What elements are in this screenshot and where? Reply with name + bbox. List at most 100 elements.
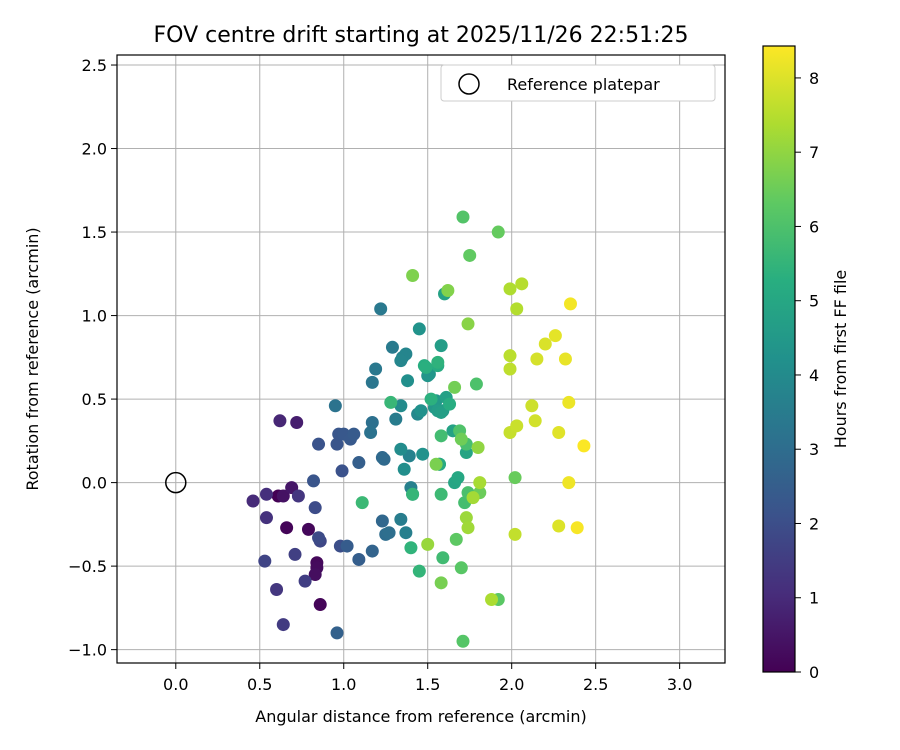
colorbar-tick-label: 7 bbox=[809, 143, 819, 162]
data-point bbox=[454, 561, 468, 575]
legend: Reference platepar bbox=[440, 64, 716, 102]
data-point bbox=[461, 521, 475, 535]
data-point bbox=[394, 442, 408, 456]
data-point bbox=[469, 377, 483, 391]
data-point bbox=[246, 494, 260, 508]
data-point bbox=[355, 496, 369, 510]
data-point bbox=[414, 404, 428, 418]
colorbar-tick-label: 5 bbox=[809, 292, 819, 311]
colorbar-tick-label: 2 bbox=[809, 514, 819, 533]
data-point bbox=[330, 626, 344, 640]
x-axis-label: Angular distance from reference (arcmin) bbox=[255, 707, 586, 726]
data-point bbox=[451, 471, 465, 485]
data-point bbox=[399, 526, 413, 540]
data-point bbox=[570, 521, 584, 535]
reference-point-marker bbox=[165, 471, 187, 494]
colorbar-tick-label: 0 bbox=[809, 663, 819, 682]
data-point bbox=[436, 551, 450, 565]
x-tick-label: 1.5 bbox=[415, 675, 440, 694]
data-point bbox=[347, 427, 361, 441]
data-point bbox=[365, 375, 379, 389]
data-point bbox=[270, 583, 284, 597]
data-point bbox=[485, 593, 499, 607]
data-point bbox=[459, 511, 473, 525]
data-point bbox=[385, 340, 399, 354]
data-point bbox=[412, 564, 426, 578]
data-point bbox=[491, 225, 505, 239]
data-point bbox=[397, 462, 411, 476]
data-point bbox=[412, 322, 426, 336]
data-point bbox=[538, 337, 552, 351]
data-point bbox=[471, 441, 485, 455]
data-point bbox=[434, 487, 448, 501]
data-point bbox=[401, 374, 415, 388]
data-point bbox=[290, 415, 304, 429]
data-point bbox=[416, 447, 430, 461]
data-point bbox=[434, 339, 448, 353]
data-point bbox=[394, 354, 408, 368]
data-point bbox=[448, 380, 462, 394]
data-point bbox=[394, 512, 408, 526]
y-axis-ticks: −1.0 −0.5 0.0 0.5 1.0 1.5 2.0 2.5 bbox=[68, 56, 117, 660]
data-point bbox=[434, 405, 448, 419]
data-point bbox=[515, 277, 529, 291]
data-point bbox=[389, 412, 403, 426]
data-point bbox=[525, 399, 539, 413]
x-tick-label: 0.0 bbox=[163, 675, 188, 694]
colorbar-label: Hours from first FF file bbox=[831, 270, 850, 449]
data-point bbox=[276, 489, 290, 503]
data-point bbox=[328, 399, 342, 413]
y-tick-label: 0.5 bbox=[82, 390, 107, 409]
data-point bbox=[473, 476, 487, 490]
data-point bbox=[406, 487, 420, 501]
data-point bbox=[308, 567, 322, 581]
data-point bbox=[466, 491, 480, 505]
data-point bbox=[562, 476, 576, 490]
data-point bbox=[384, 395, 398, 409]
colorbar-tick-label: 6 bbox=[809, 217, 819, 236]
colorbar-tick-label: 4 bbox=[809, 366, 819, 385]
data-point bbox=[510, 302, 524, 316]
data-point bbox=[404, 541, 418, 555]
y-tick-label: 1.0 bbox=[82, 307, 107, 326]
data-point bbox=[273, 414, 287, 428]
data-point bbox=[456, 210, 470, 224]
x-tick-label: 2.5 bbox=[583, 675, 608, 694]
data-point bbox=[375, 514, 389, 528]
y-tick-label: 2.5 bbox=[82, 56, 107, 75]
data-point bbox=[552, 519, 566, 533]
data-point bbox=[503, 362, 517, 376]
data-point bbox=[312, 531, 326, 545]
data-point bbox=[330, 437, 344, 451]
plot-frame bbox=[116, 54, 726, 664]
data-point bbox=[288, 547, 302, 561]
data-point bbox=[308, 501, 322, 515]
data-point bbox=[276, 618, 290, 632]
data-point bbox=[454, 432, 468, 446]
data-point bbox=[424, 392, 438, 406]
data-point bbox=[463, 248, 477, 262]
data-point bbox=[258, 554, 272, 568]
data-point bbox=[369, 362, 383, 376]
legend-label: Reference platepar bbox=[507, 75, 660, 94]
y-tick-label: 2.0 bbox=[82, 140, 107, 159]
data-point bbox=[443, 397, 457, 411]
data-point bbox=[365, 415, 379, 429]
data-point bbox=[508, 471, 522, 485]
data-point bbox=[364, 425, 378, 439]
data-point bbox=[312, 437, 326, 451]
data-point bbox=[421, 537, 435, 551]
data-point bbox=[313, 598, 327, 612]
y-tick-label: 1.5 bbox=[82, 223, 107, 242]
x-tick-label: 1.0 bbox=[331, 675, 356, 694]
data-point bbox=[577, 439, 591, 453]
data-point bbox=[434, 429, 448, 443]
colorbar-tick-label: 3 bbox=[809, 440, 819, 459]
data-point bbox=[291, 489, 305, 503]
data-point bbox=[503, 282, 517, 296]
data-point bbox=[382, 526, 396, 540]
data-point bbox=[352, 552, 366, 566]
data-point bbox=[503, 349, 517, 363]
data-point bbox=[449, 532, 463, 546]
